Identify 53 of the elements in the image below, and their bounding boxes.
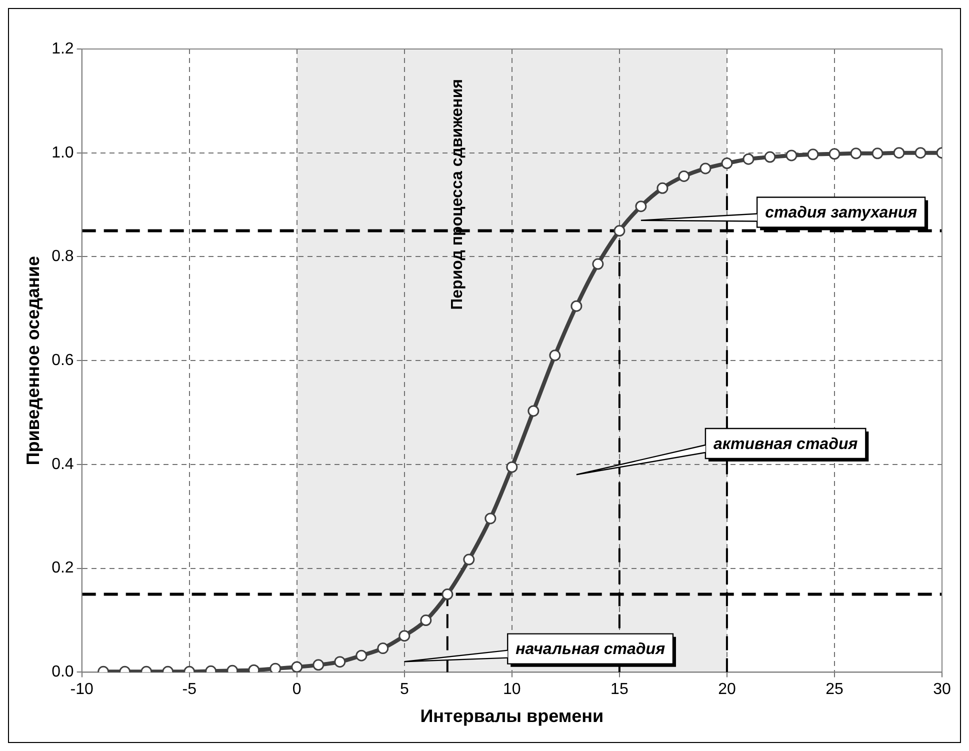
x-axis-title: Интервалы времени — [420, 706, 604, 726]
point — [614, 225, 626, 237]
point — [570, 300, 582, 312]
point — [807, 148, 819, 160]
y-tick-label: 0.6 — [52, 352, 74, 370]
x-tick-label: 15 — [610, 681, 628, 698]
y-tick-label: 0.0 — [52, 664, 74, 681]
x-tick-label: 5 — [400, 681, 409, 698]
point — [635, 200, 647, 212]
point — [764, 151, 776, 163]
point — [270, 662, 282, 672]
x-tick-label: -5 — [182, 681, 197, 698]
x-tick-label: -10 — [70, 681, 94, 698]
y-tick-label: 1.2 — [52, 40, 74, 58]
point — [678, 170, 690, 182]
point — [528, 405, 540, 417]
point — [914, 147, 926, 159]
point — [872, 148, 884, 160]
point — [592, 258, 604, 270]
point — [484, 512, 496, 524]
annotation: стадия затухания — [765, 204, 918, 222]
point — [549, 350, 561, 362]
x-tick-label: 20 — [718, 681, 736, 698]
point — [721, 158, 733, 170]
point — [334, 656, 346, 668]
point — [506, 461, 518, 473]
y-axis-title: Приведенное оседание — [22, 256, 43, 466]
point — [377, 642, 389, 654]
point — [742, 153, 754, 165]
point — [356, 650, 368, 662]
point — [463, 554, 475, 566]
y-tick-label: 1.0 — [52, 144, 74, 162]
y-tick-label: 0.4 — [52, 456, 74, 473]
annotation: активная стадия — [713, 436, 858, 453]
x-tick-label: 0 — [292, 681, 302, 698]
point — [442, 588, 454, 600]
annotation: начальная стадия — [516, 641, 666, 658]
y-tick-label: 0.8 — [52, 248, 74, 266]
y-tick-label: 0.2 — [52, 560, 74, 577]
band-label: Период процесса сдвижения — [449, 79, 468, 310]
point — [700, 162, 712, 174]
point — [312, 659, 324, 671]
point — [656, 182, 668, 194]
point — [291, 661, 303, 672]
x-tick-label: 25 — [826, 681, 844, 698]
point — [828, 148, 840, 160]
x-tick-label: 10 — [503, 681, 521, 698]
point — [850, 148, 862, 160]
point — [398, 630, 410, 642]
point — [420, 614, 432, 626]
point — [786, 150, 798, 162]
point — [893, 147, 905, 159]
x-tick-label: 30 — [933, 681, 951, 698]
